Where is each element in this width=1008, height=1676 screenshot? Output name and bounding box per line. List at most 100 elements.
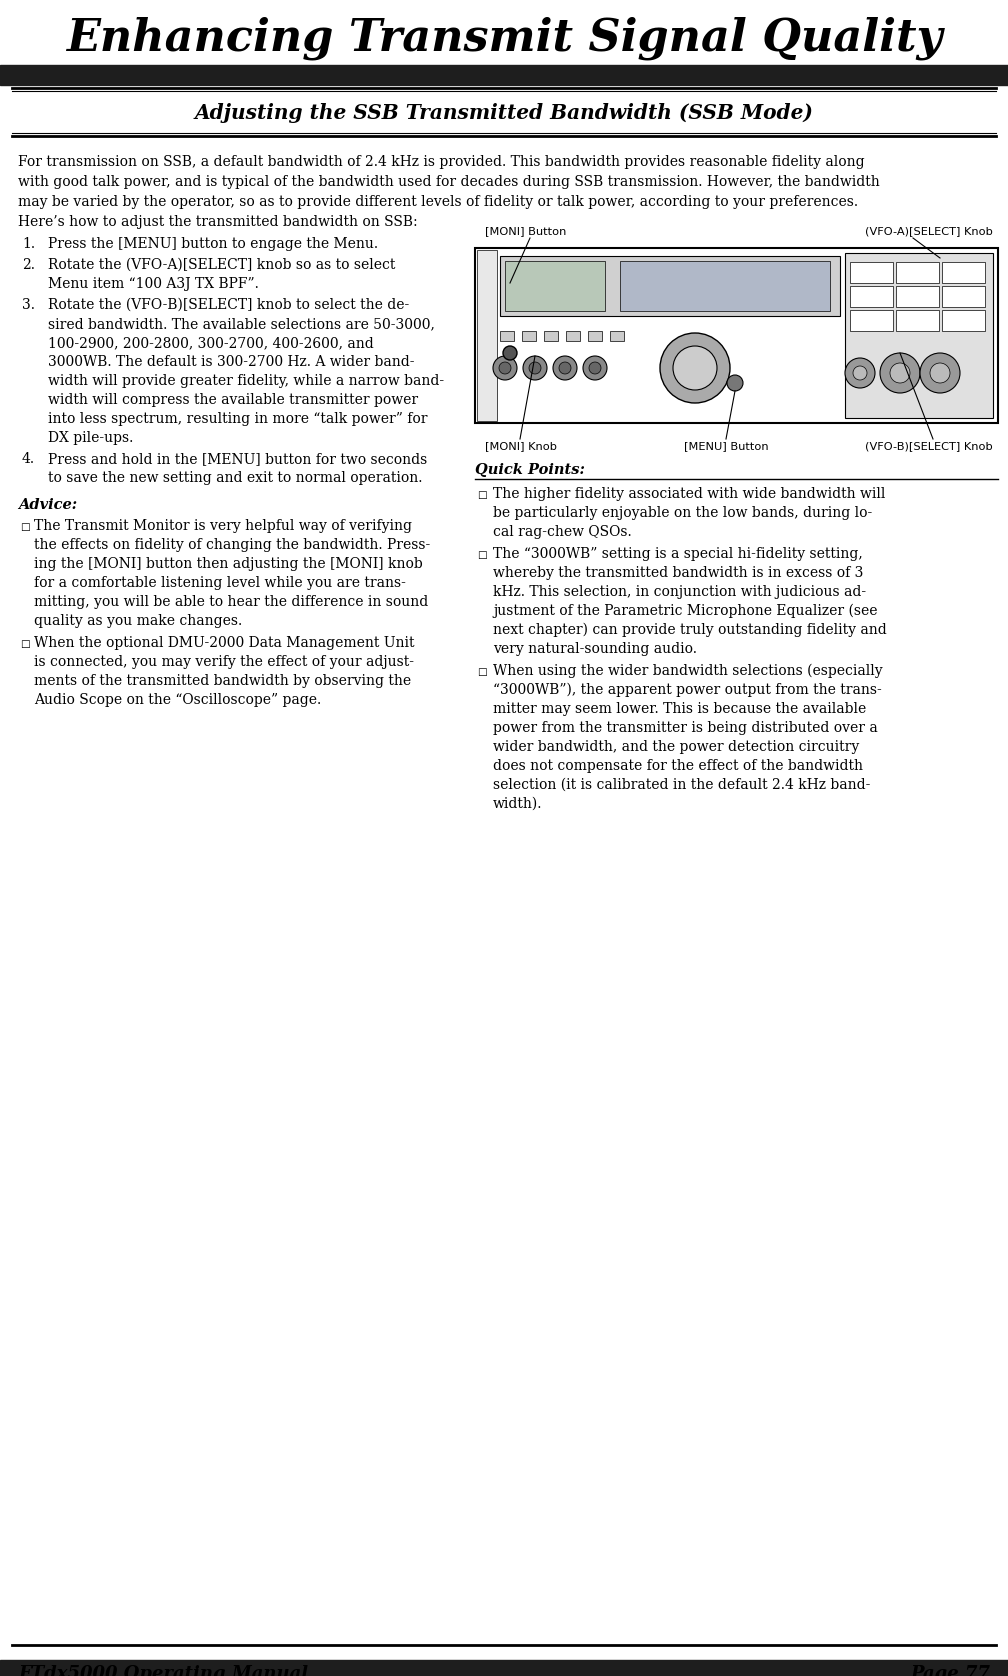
Text: (VFO-A)[SELECT] Knob: (VFO-A)[SELECT] Knob (865, 226, 993, 236)
Bar (850, 287, 893, 307)
Bar (588, 330, 602, 340)
Bar (896, 310, 939, 332)
Text: selection (it is calibrated in the default 2.4 kHz band-: selection (it is calibrated in the defau… (493, 778, 870, 793)
Text: The “3000WB” setting is a special hi-fidelity setting,: The “3000WB” setting is a special hi-fid… (493, 546, 863, 561)
Text: ing the [MONI] button then adjusting the [MONI] knob: ing the [MONI] button then adjusting the… (34, 556, 422, 572)
Bar (500, 256, 840, 317)
Text: Adjusting the SSB Transmitted Bandwidth (SSB Mode): Adjusting the SSB Transmitted Bandwidth … (195, 102, 813, 122)
Text: width).: width). (493, 798, 542, 811)
Text: Menu item “100 A3J TX BPF”.: Menu item “100 A3J TX BPF”. (48, 277, 259, 292)
Circle shape (880, 354, 920, 392)
Text: wider bandwidth, and the power detection circuitry: wider bandwidth, and the power detection… (493, 741, 859, 754)
Text: width will provide greater fidelity, while a narrow band-: width will provide greater fidelity, whi… (48, 374, 445, 389)
Text: Enhancing Transmit Signal Quality: Enhancing Transmit Signal Quality (66, 17, 942, 60)
Text: may be varied by the operator, so as to provide different levels of fidelity or : may be varied by the operator, so as to … (18, 194, 858, 210)
Circle shape (499, 362, 511, 374)
Bar (475, 248, 998, 422)
Bar (0, 65, 1008, 85)
Circle shape (589, 362, 601, 374)
Circle shape (660, 334, 730, 402)
Text: sired bandwidth. The available selections are 50-3000,: sired bandwidth. The available selection… (48, 317, 434, 330)
Bar (942, 310, 985, 332)
Text: [MONI] Knob: [MONI] Knob (485, 441, 557, 451)
Text: power from the transmitter is being distributed over a: power from the transmitter is being dist… (493, 721, 878, 736)
Text: ments of the transmitted bandwidth by observing the: ments of the transmitted bandwidth by ob… (34, 674, 411, 689)
Text: 3.: 3. (22, 298, 35, 312)
Text: When using the wider bandwidth selections (especially: When using the wider bandwidth selection… (493, 664, 883, 679)
Text: quality as you make changes.: quality as you make changes. (34, 613, 242, 628)
Text: Page 77: Page 77 (910, 1664, 990, 1676)
Text: next chapter) can provide truly outstanding fidelity and: next chapter) can provide truly outstand… (493, 623, 887, 637)
Text: into less spectrum, resulting in more “talk power” for: into less spectrum, resulting in more “t… (48, 412, 427, 426)
Text: FTdx5000 Operating Manual: FTdx5000 Operating Manual (18, 1664, 308, 1676)
Text: □: □ (477, 550, 487, 560)
Bar (942, 261, 985, 283)
Circle shape (890, 364, 910, 384)
Circle shape (853, 365, 867, 380)
Circle shape (930, 364, 950, 384)
Text: justment of the Parametric Microphone Equalizer (see: justment of the Parametric Microphone Eq… (493, 603, 878, 618)
Text: Rotate the (VFO-B)[SELECT] knob to select the de-: Rotate the (VFO-B)[SELECT] knob to selec… (48, 298, 409, 312)
Text: Here’s how to adjust the transmitted bandwidth on SSB:: Here’s how to adjust the transmitted ban… (18, 215, 417, 230)
Text: to save the new setting and exit to normal operation.: to save the new setting and exit to norm… (48, 471, 422, 484)
Bar (0, 1659, 1008, 1676)
Text: width will compress the available transmitter power: width will compress the available transm… (48, 392, 418, 407)
Text: The higher fidelity associated with wide bandwidth will: The higher fidelity associated with wide… (493, 488, 885, 501)
Bar (610, 330, 624, 340)
Bar (477, 250, 497, 421)
Text: 100-2900, 200-2800, 300-2700, 400-2600, and: 100-2900, 200-2800, 300-2700, 400-2600, … (48, 335, 374, 350)
Text: [MENU] Button: [MENU] Button (683, 441, 768, 451)
Circle shape (529, 362, 541, 374)
Text: Quick Points:: Quick Points: (475, 463, 585, 478)
Bar (845, 253, 993, 417)
Text: very natural-sounding audio.: very natural-sounding audio. (493, 642, 697, 655)
Circle shape (523, 355, 547, 380)
Text: Press and hold in the [MENU] button for two seconds: Press and hold in the [MENU] button for … (48, 453, 427, 466)
Text: whereby the transmitted bandwidth is in excess of 3: whereby the transmitted bandwidth is in … (493, 566, 864, 580)
Text: DX pile-ups.: DX pile-ups. (48, 431, 133, 446)
Text: cal rag-chew QSOs.: cal rag-chew QSOs. (493, 525, 632, 540)
Bar (500, 330, 514, 340)
Text: for a comfortable listening level while you are trans-: for a comfortable listening level while … (34, 577, 406, 590)
Circle shape (583, 355, 607, 380)
Text: mitter may seem lower. This is because the available: mitter may seem lower. This is because t… (493, 702, 866, 716)
Circle shape (493, 355, 517, 380)
Text: with good talk power, and is typical of the bandwidth used for decades during SS: with good talk power, and is typical of … (18, 174, 880, 189)
Text: □: □ (477, 667, 487, 677)
Bar (620, 261, 830, 312)
Text: 2.: 2. (22, 258, 35, 272)
Text: When the optional DMU-2000 Data Management Unit: When the optional DMU-2000 Data Manageme… (34, 635, 414, 650)
Bar (544, 330, 558, 340)
Text: 3000WB. The default is 300-2700 Hz. A wider band-: 3000WB. The default is 300-2700 Hz. A wi… (48, 355, 414, 369)
Text: □: □ (477, 489, 487, 499)
Circle shape (727, 375, 743, 391)
Text: Press the [MENU] button to engage the Menu.: Press the [MENU] button to engage the Me… (48, 236, 378, 251)
Circle shape (559, 362, 571, 374)
Text: 4.: 4. (22, 453, 35, 466)
Text: [MONI] Button: [MONI] Button (485, 226, 566, 236)
Bar (896, 261, 939, 283)
Bar (942, 287, 985, 307)
Text: Advice:: Advice: (18, 498, 78, 511)
Circle shape (673, 345, 717, 391)
Text: kHz. This selection, in conjunction with judicious ad-: kHz. This selection, in conjunction with… (493, 585, 866, 598)
Circle shape (845, 359, 875, 389)
Text: □: □ (20, 521, 30, 531)
Text: mitting, you will be able to hear the difference in sound: mitting, you will be able to hear the di… (34, 595, 428, 608)
Text: (VFO-B)[SELECT] Knob: (VFO-B)[SELECT] Knob (865, 441, 993, 451)
Bar (850, 261, 893, 283)
Bar (522, 330, 536, 340)
Bar (505, 261, 605, 312)
Bar (896, 287, 939, 307)
Text: Rotate the (VFO-A)[SELECT] knob so as to select: Rotate the (VFO-A)[SELECT] knob so as to… (48, 258, 395, 272)
Text: For transmission on SSB, a default bandwidth of 2.4 kHz is provided. This bandwi: For transmission on SSB, a default bandw… (18, 154, 865, 169)
Text: the effects on fidelity of changing the bandwidth. Press-: the effects on fidelity of changing the … (34, 538, 430, 551)
Bar (566, 330, 580, 340)
Circle shape (920, 354, 960, 392)
Bar (850, 310, 893, 332)
Text: “3000WB”), the apparent power output from the trans-: “3000WB”), the apparent power output fro… (493, 684, 882, 697)
Text: □: □ (20, 639, 30, 649)
Text: The Transmit Monitor is very helpful way of verifying: The Transmit Monitor is very helpful way… (34, 520, 412, 533)
Circle shape (553, 355, 577, 380)
Text: Audio Scope on the “Oscilloscope” page.: Audio Scope on the “Oscilloscope” page. (34, 692, 322, 707)
